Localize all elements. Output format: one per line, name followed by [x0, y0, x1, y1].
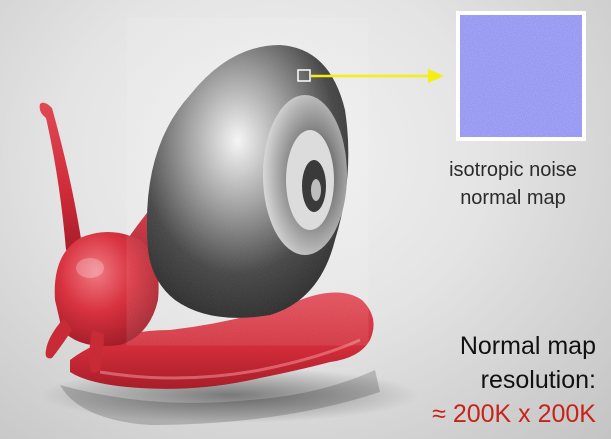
left-feeler [45, 318, 72, 359]
normal-map-caption: isotropic noise normal map [430, 156, 596, 212]
normal-map-caption-line1: isotropic noise [449, 159, 577, 181]
resolution-annotation: Normal map resolution: ≈ 200K x 200K [400, 329, 596, 431]
resolution-line1: Normal map [459, 332, 596, 360]
left-tentacle [39, 102, 82, 251]
foot-shadow [60, 370, 380, 425]
foot-highlight [99, 338, 361, 380]
zoom-marker [297, 69, 311, 82]
shell-spiral-core [311, 179, 321, 201]
arrow-icon [428, 69, 444, 83]
snail-head [54, 231, 159, 346]
normal-map-noise [460, 15, 582, 137]
snail-foot [70, 292, 374, 389]
head-highlight [76, 258, 104, 278]
resolution-line2: resolution: [480, 366, 596, 394]
right-feeler [89, 330, 104, 373]
resolution-value: ≈ 200K x 200K [432, 400, 596, 428]
normal-map-caption-line2: normal map [460, 187, 566, 209]
